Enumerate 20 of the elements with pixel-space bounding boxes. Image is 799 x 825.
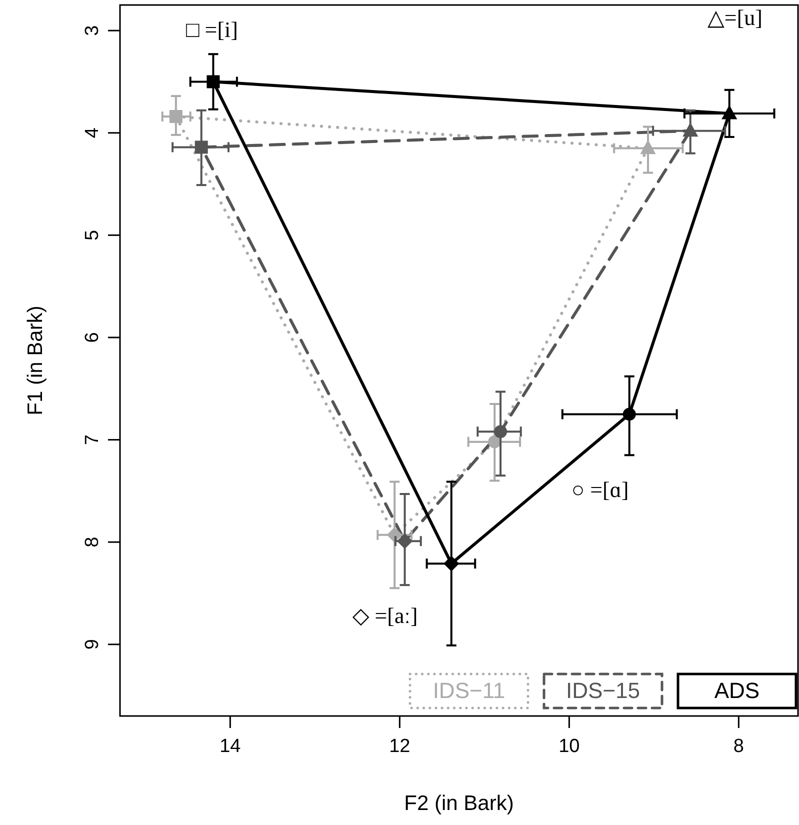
y-tick-label: 5 (82, 230, 103, 240)
text: IDS−11 (432, 678, 506, 703)
y-tick-label: 3 (82, 25, 103, 36)
y-tick-label: 8 (82, 536, 103, 548)
y-tick-label: 9 (82, 639, 103, 650)
y-tick-label: 7 (82, 434, 103, 446)
annotation: △=[u] (708, 5, 762, 30)
text: ADS (714, 678, 760, 703)
text: IDS−15 (566, 678, 640, 703)
x-tick-label: 10 (558, 736, 580, 757)
y-tick-label: 6 (82, 332, 103, 343)
y-tick-label: 4 (82, 127, 103, 138)
annotation: ○ =[ɑ] (571, 477, 629, 502)
x-tick-label: 8 (733, 736, 744, 757)
annotation: ◇ =[aː] (352, 603, 418, 628)
x-tick-label: 12 (389, 736, 410, 757)
y-axis-title: F1 (in Bark) (24, 306, 47, 416)
x-tick-label: 14 (220, 736, 242, 757)
annotation: □ =[i] (186, 17, 238, 42)
x-axis-title: F2 (in Bark) (404, 792, 514, 815)
